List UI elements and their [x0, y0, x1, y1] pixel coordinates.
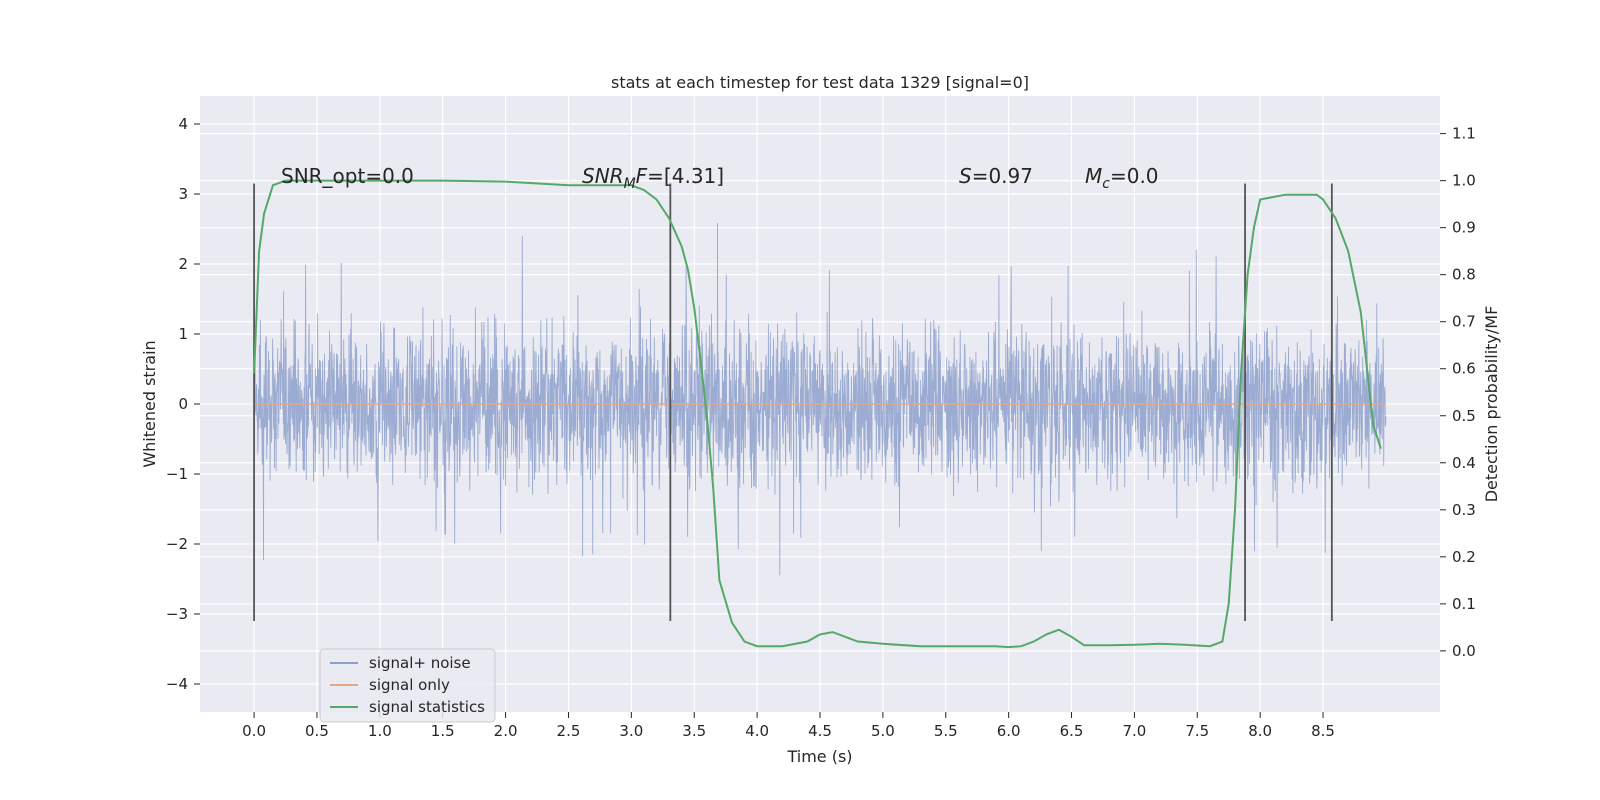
- y2-tick-label: 0.7: [1452, 313, 1476, 331]
- y-tick-label: 4: [178, 115, 188, 133]
- x-axis-label: Time (s): [786, 747, 852, 766]
- y2-tick-label: 0.3: [1452, 501, 1476, 519]
- x-tick-label: 3.0: [619, 722, 643, 740]
- x-tick-label: 6.5: [1060, 722, 1084, 740]
- s-label: S: [959, 164, 972, 188]
- y2-tick-label: 0.6: [1452, 360, 1476, 378]
- x-tick-label: 0.0: [242, 722, 266, 740]
- y2-tick-label: 0.2: [1452, 548, 1476, 566]
- mc-sub: c: [1102, 176, 1110, 192]
- y2-tick-label: 0.0: [1452, 642, 1476, 660]
- y2-ticks: 1.1 1.0 0.9 0.8 0.7 0.6 0.5 0.4 0.3 0.2 0.1 0.0: [1440, 125, 1476, 660]
- y-axis-label: Whitened strain: [140, 340, 159, 467]
- y-ticks: 4 3 2 1 0 −1 −2 −3 −4: [166, 115, 200, 693]
- y2-tick-label: 0.9: [1452, 219, 1476, 237]
- x-tick-label: 3.5: [682, 722, 706, 740]
- snr-mf-tail: F: [636, 164, 648, 188]
- annotation-mc: Mc=0.0: [1085, 164, 1159, 192]
- y2-tick-label: 0.8: [1452, 266, 1476, 284]
- x-ticks: 0.0 0.5 1.0 1.5 2.0 2.5 3.0 3.5 4.0 4.5 5.0 5.5 6.0 6…: [242, 712, 1335, 740]
- snr-mf-label: SNR: [582, 164, 624, 188]
- x-tick-label: 0.5: [305, 722, 329, 740]
- annotation-snr-opt: SNR_opt=0.0: [281, 164, 414, 188]
- snr-mf-sub: M: [624, 176, 636, 192]
- mc-value: =0.0: [1110, 164, 1159, 188]
- x-tick-label: 4.5: [808, 722, 832, 740]
- x-tick-label: 8.5: [1311, 722, 1335, 740]
- y-tick-label: 1: [178, 325, 188, 343]
- chart-title: stats at each timestep for test data 132…: [611, 73, 1029, 92]
- mc-label: M: [1085, 164, 1102, 188]
- x-tick-label: 7.5: [1185, 722, 1209, 740]
- x-tick-label: 8.0: [1248, 722, 1272, 740]
- y-tick-label: 2: [178, 255, 188, 273]
- y2-tick-label: 1.1: [1452, 125, 1476, 143]
- snr-mf-value: =[4.31]: [647, 164, 724, 188]
- y-tick-label: −1: [166, 465, 188, 483]
- legend: signal+ noise signal only signal statist…: [319, 648, 496, 723]
- annotation-s: S=0.97: [959, 164, 1033, 188]
- legend-label-noise: signal+ noise: [369, 654, 471, 672]
- annotation-snr-mf: SNRMF=[4.31]: [582, 164, 724, 192]
- x-tick-label: 7.0: [1122, 722, 1146, 740]
- y2-tick-label: 0.1: [1452, 595, 1476, 613]
- y2-tick-label: 0.4: [1452, 454, 1476, 472]
- y2-tick-label: 0.5: [1452, 407, 1476, 425]
- x-tick-label: 2.0: [494, 722, 518, 740]
- y-tick-label: 0: [178, 395, 188, 413]
- vertical-markers: [253, 183, 1333, 621]
- y2-tick-label: 1.0: [1452, 172, 1476, 190]
- x-tick-label: 5.5: [934, 722, 958, 740]
- x-tick-label: 1.5: [431, 722, 455, 740]
- x-tick-label: 5.0: [871, 722, 895, 740]
- y-tick-label: −3: [166, 605, 188, 623]
- signal-statistics-series: [253, 179, 1382, 649]
- legend-label-signal-only: signal only: [369, 676, 450, 694]
- x-tick-label: 2.5: [557, 722, 581, 740]
- s-value: =0.97: [972, 164, 1033, 188]
- x-tick-label: 1.0: [368, 722, 392, 740]
- x-tick-label: 4.0: [745, 722, 769, 740]
- y-tick-label: 3: [178, 185, 188, 203]
- legend-box: [319, 648, 496, 723]
- statistics-line: [253, 179, 1382, 649]
- x-tick-label: 6.0: [997, 722, 1021, 740]
- y-tick-label: −4: [166, 675, 188, 693]
- noise-line: [253, 222, 1387, 576]
- y-tick-label: −2: [166, 535, 188, 553]
- legend-label-statistics: signal statistics: [369, 698, 485, 716]
- signal-noise-series: [253, 222, 1387, 576]
- y2-axis-label: Detection probability/MF: [1482, 306, 1501, 503]
